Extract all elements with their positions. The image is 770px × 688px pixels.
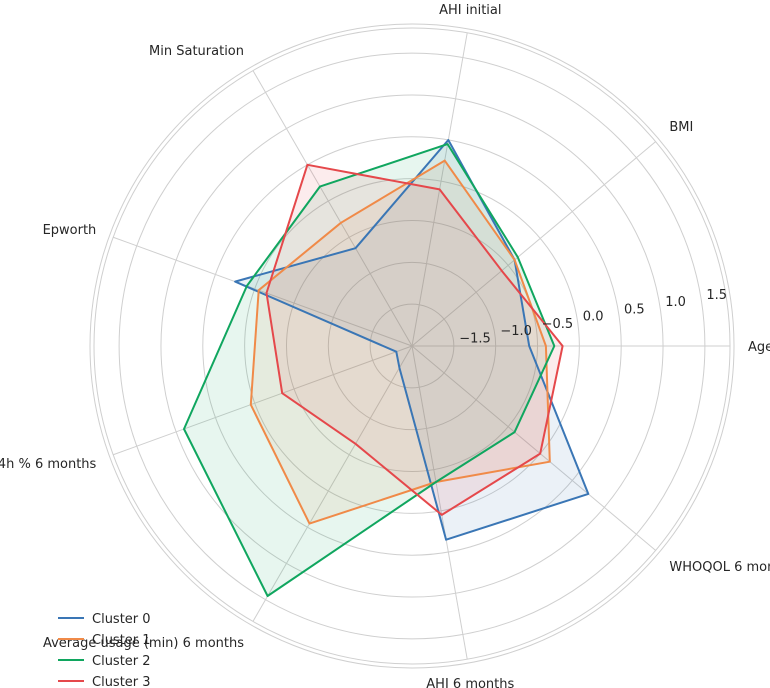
axis-label-4: Epworth (43, 223, 97, 238)
spoke-7 (411, 345, 468, 660)
r-tick-label: 1.5 (706, 288, 727, 303)
r-tick-label: −0.5 (542, 317, 574, 332)
series-layer (183, 139, 590, 597)
grid (89, 23, 735, 669)
axis-label-5: Compliance >4h % 6 months (0, 457, 97, 472)
legend-label-0: Cluster 0 (92, 612, 151, 627)
r-tick-label: 0.0 (583, 310, 604, 325)
labels: −1.5 −1.0 −0.5 0.0 0.5 1.0 1.5 Age BMI AHI initia… (0, 3, 770, 688)
axis-label-2: AHI initial (439, 3, 501, 18)
legend-label-3: Cluster 3 (92, 675, 151, 688)
series-fill-2 (184, 144, 555, 596)
series-line-1 (249, 159, 551, 525)
axis-label-8: WHOQOL 6 months Av (669, 560, 770, 575)
axis-label-1: BMI (669, 120, 693, 135)
axis-label-3: Min Saturation (149, 44, 244, 59)
axis-label-6: Average usage (min) 6 months (43, 636, 244, 651)
r-tick-label: −1.5 (459, 331, 491, 346)
legend: Cluster 0 Cluster 1 Cluster 2 Cluster 3 (58, 612, 151, 688)
outer-frame-ring (89, 23, 735, 669)
r-tick-label: −1.0 (500, 324, 532, 339)
spoke-6 (252, 345, 413, 622)
spoke-1 (411, 141, 656, 347)
axis-label-0: Age (748, 340, 770, 355)
r-tick-label: 0.5 (624, 302, 645, 317)
series-line-3 (265, 163, 564, 516)
spoke-5 (113, 345, 413, 456)
series-line-2 (183, 143, 556, 597)
legend-label-1: Cluster 1 (92, 633, 151, 648)
spoke-3 (252, 70, 413, 347)
series-fill-1 (250, 160, 550, 524)
axis-label-7: AHI 6 months (426, 677, 514, 688)
spoke-4 (113, 236, 413, 347)
spoke-8 (411, 345, 656, 551)
legend-label-2: Cluster 2 (92, 654, 151, 669)
r-tick-label: 1.0 (665, 295, 686, 310)
